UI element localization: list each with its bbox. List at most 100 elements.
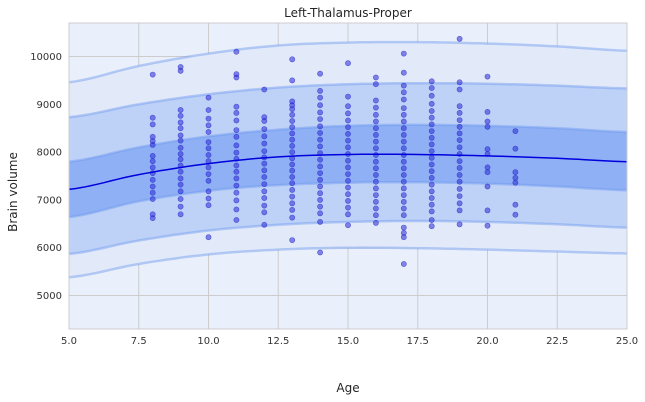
data-point [317, 88, 323, 94]
data-point [317, 123, 323, 130]
data-point [372, 125, 379, 132]
band-outer-lower-edge [68, 246, 628, 279]
data-point [149, 141, 156, 148]
data-point [512, 174, 519, 181]
data-point [345, 211, 351, 218]
band-outer-upper-edge [68, 40, 628, 84]
x-axis-ticks: 5.0 7.5 10.0 12.5 15.0 17.5 20.0 22.5 25.0 [61, 336, 638, 347]
data-point [289, 161, 296, 168]
data-point [149, 176, 156, 183]
data-point [400, 96, 407, 103]
y-tick-label: 9000 [37, 100, 62, 111]
data-point [400, 172, 407, 178]
data-point [400, 224, 407, 231]
data-point [261, 174, 268, 180]
data-point [484, 118, 491, 125]
data-point [345, 204, 351, 211]
data-point [456, 103, 463, 110]
data-point [345, 144, 351, 151]
x-tick-label: 22.5 [546, 336, 568, 347]
chart-title: Left-Thalamus-Proper [284, 6, 412, 20]
x-tick-label: 12.5 [267, 336, 289, 347]
data-point [512, 179, 519, 186]
data-point [428, 223, 435, 230]
data-point [456, 110, 463, 116]
data-point [177, 119, 184, 126]
data-point [289, 118, 296, 124]
mean-curve-group [68, 153, 628, 191]
data-point [289, 237, 296, 243]
data-point [289, 200, 296, 207]
data-point [345, 117, 351, 124]
data-point [317, 94, 323, 101]
data-point [428, 181, 435, 188]
data-point [177, 211, 184, 218]
data-point [345, 191, 351, 198]
data-point [317, 130, 323, 136]
data-point [205, 94, 212, 101]
data-point [512, 169, 519, 176]
data-point [372, 81, 379, 88]
data-point [456, 221, 463, 228]
x-tick-label: 15.0 [337, 336, 359, 347]
data-point [372, 118, 379, 125]
data-point [289, 214, 296, 221]
data-point [205, 139, 212, 145]
data-point [233, 117, 240, 124]
data-point [372, 158, 379, 165]
data-point [428, 141, 435, 148]
data-point [400, 192, 407, 198]
data-point [233, 133, 240, 140]
data-point [345, 60, 351, 67]
data-point [484, 146, 491, 153]
data-point [177, 67, 184, 74]
data-point [205, 202, 212, 209]
data-point [177, 151, 184, 157]
data-point [456, 79, 463, 86]
data-point [177, 203, 184, 210]
data-point [372, 138, 379, 145]
data-point [177, 196, 184, 202]
data-point [177, 181, 184, 188]
data-point [456, 193, 463, 199]
data-point [428, 201, 435, 208]
data-point [428, 174, 435, 181]
data-point [400, 50, 407, 57]
data-point [261, 140, 268, 147]
data-point [428, 134, 435, 141]
data-point [400, 145, 407, 152]
data-point [233, 197, 240, 204]
data-point [456, 172, 463, 178]
data-point [400, 82, 407, 89]
data-point [149, 189, 156, 196]
band-middle-lower-edge [68, 219, 628, 256]
data-point [289, 142, 296, 149]
data-point [400, 69, 407, 76]
data-point [372, 212, 379, 219]
data-point [317, 70, 323, 77]
data-point [233, 74, 240, 81]
data-point [317, 102, 323, 109]
data-point [345, 197, 351, 204]
data-point [428, 148, 435, 154]
data-point [205, 234, 212, 241]
data-point [345, 171, 351, 177]
data-point [456, 178, 463, 185]
data-point [149, 121, 156, 128]
data-point [512, 128, 519, 134]
data-point [261, 221, 268, 228]
data-point [484, 164, 491, 171]
data-point [400, 138, 407, 145]
data-point [261, 195, 268, 201]
data-point [289, 174, 296, 180]
data-point [205, 145, 212, 152]
data-point [177, 107, 184, 113]
data-point [512, 211, 519, 218]
data-point [261, 167, 268, 174]
data-point [177, 137, 184, 144]
data-point [345, 177, 351, 184]
data-point [205, 171, 212, 177]
data-point [372, 198, 379, 205]
data-point [205, 107, 212, 113]
